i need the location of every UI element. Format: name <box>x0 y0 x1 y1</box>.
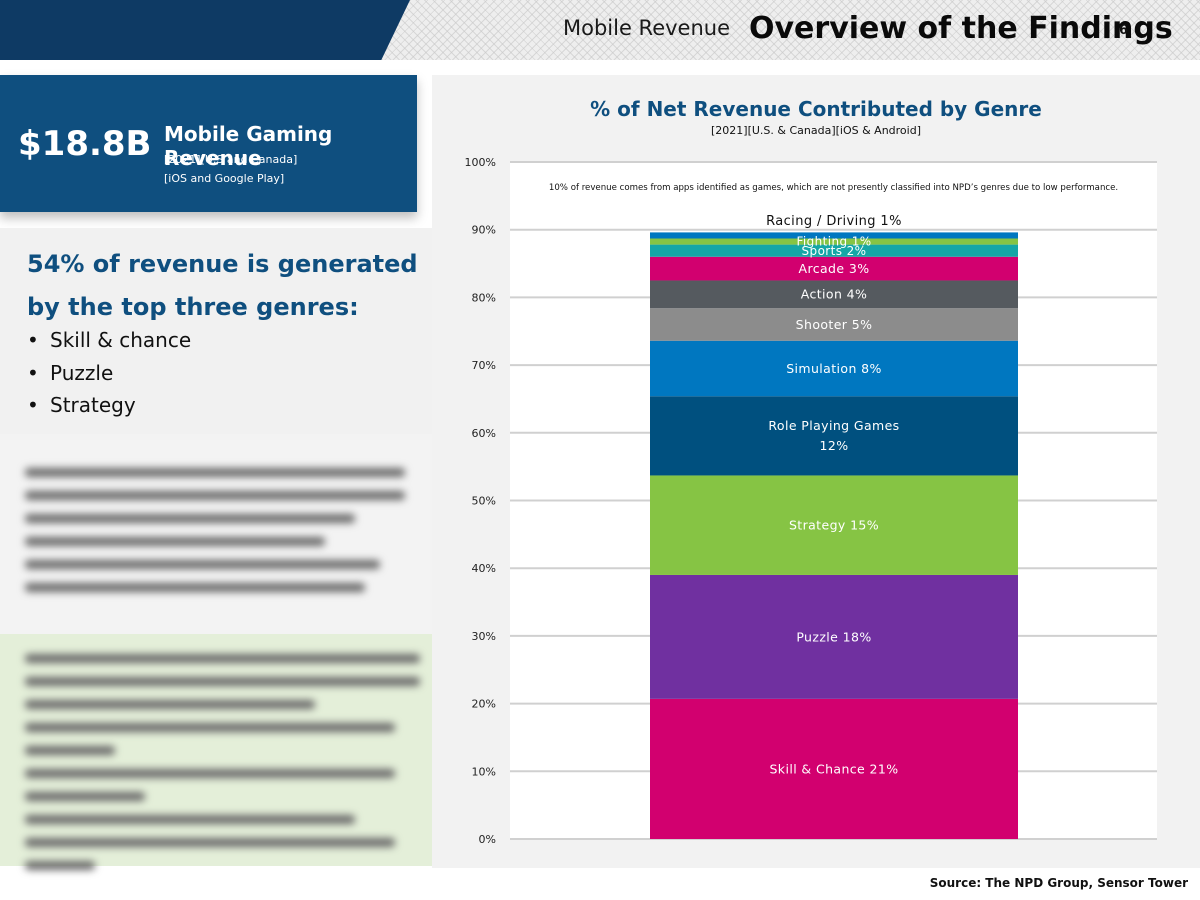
header-section: Mobile Revenue <box>563 16 731 40</box>
bullet-item: Skill & chance <box>27 324 191 357</box>
bar-segment-label-line: Sports 2% <box>802 244 867 258</box>
bar-segment <box>650 232 1018 239</box>
genre-bullet-list: Skill & chance Puzzle Strategy <box>27 324 191 422</box>
bar-segment-label-line: Role Playing Games <box>768 418 899 433</box>
bar-segment <box>650 396 1018 476</box>
y-tick-label: 60% <box>472 427 496 440</box>
kpi-subtitle-region: [2021][U.S and Canada] <box>164 153 298 166</box>
bar-segment-label-line: Shooter 5% <box>796 317 873 332</box>
bar-segment-label: Simulation 8% <box>786 361 882 376</box>
kpi-value: $18.8B <box>18 124 152 164</box>
bar-segment <box>650 574 1018 699</box>
bar-segment <box>650 475 1018 575</box>
chart-title: % of Net Revenue Contributed by Genre <box>590 97 1042 121</box>
bar-segment-label-line: Arcade 3% <box>799 261 870 276</box>
bar-segment <box>650 280 1018 309</box>
bar-segment-label: Strategy 15% <box>789 518 879 533</box>
bar-segment-label: Sports 2% <box>802 244 867 258</box>
chart-annotation: 10% of revenue comes from apps identifie… <box>549 183 1118 193</box>
bar-segment <box>650 256 1018 281</box>
bullet-item: Puzzle <box>27 357 191 390</box>
bar-segment-label: Skill & Chance 21% <box>769 761 898 776</box>
y-tick-label: 80% <box>472 291 496 304</box>
bar-segment-label: Arcade 3% <box>799 261 870 276</box>
blurred-text <box>25 654 420 884</box>
bar-segment-label-line: Skill & Chance 21% <box>769 761 898 776</box>
y-tick-label: 20% <box>472 698 496 711</box>
y-tick-label: 90% <box>472 224 496 237</box>
y-tick-label: 100% <box>465 156 496 169</box>
page-title: Overview of the Findings <box>749 11 1173 46</box>
bar-segment <box>650 308 1018 341</box>
bar-segment-label-line: Racing / Driving 1% <box>766 214 902 229</box>
y-tick-label: 30% <box>472 630 496 643</box>
source-note: Source: The NPD Group, Sensor Tower <box>929 876 1188 890</box>
bar-segment <box>650 238 1018 245</box>
bar-segment-label-line: Simulation 8% <box>786 361 882 376</box>
kpi-subtitle-platform: [iOS and Google Play] <box>164 172 285 185</box>
y-tick-label: 40% <box>472 562 496 575</box>
bar-segment-label: Shooter 5% <box>796 317 873 332</box>
chart-subtitle: [2021][U.S. & Canada][iOS & Android] <box>711 124 921 137</box>
blurred-text <box>25 468 405 606</box>
page-number: 6 <box>1119 23 1129 38</box>
bar-segment <box>650 698 1018 839</box>
chart-panel: % of Net Revenue Contributed by Genre [2… <box>432 75 1200 868</box>
header-brand-bar <box>0 0 410 60</box>
bar-segment-label-line: Puzzle 18% <box>796 629 871 644</box>
y-tick-label: 50% <box>472 495 496 508</box>
kpi-card: $18.8B Mobile Gaming Revenue [2021][U.S … <box>0 75 417 212</box>
stacked-bar-chart: 0% 10% 20% 30% 40% 50% 60% 70% 80% 90% 100% 10% of … <box>465 156 1157 846</box>
bar-segment-label-line: Fighting 1% <box>796 235 871 249</box>
bar-segment-label-line: Strategy 15% <box>789 518 879 533</box>
bar-segment-label-line: Action 4% <box>801 287 868 302</box>
bar-segment-label: Racing / Driving 1% <box>766 214 902 229</box>
kpi-label: Mobile Gaming Revenue <box>164 122 333 170</box>
bar-segment <box>650 244 1018 257</box>
y-tick-label: 0% <box>479 833 496 846</box>
blurred-text-panel-green <box>0 634 448 870</box>
highlight-panel: 54% of revenue is generated by the top t… <box>0 228 433 434</box>
bullet-item: Strategy <box>27 389 191 422</box>
highlight-heading: 54% of revenue is generated by the top t… <box>27 250 418 321</box>
bar-segment <box>650 340 1018 397</box>
bar-segment-label: Role Playing Games 12% <box>768 418 899 453</box>
bar-segment-label: Fighting 1% <box>796 235 871 249</box>
y-tick-label: 10% <box>472 765 496 778</box>
bar-segment-label: Puzzle 18% <box>796 629 871 644</box>
bar-segment-label-line: 12% <box>820 438 849 453</box>
bar-segment-label: Action 4% <box>801 287 868 302</box>
y-tick-label: 70% <box>472 359 496 372</box>
blurred-text-panel <box>0 434 433 634</box>
